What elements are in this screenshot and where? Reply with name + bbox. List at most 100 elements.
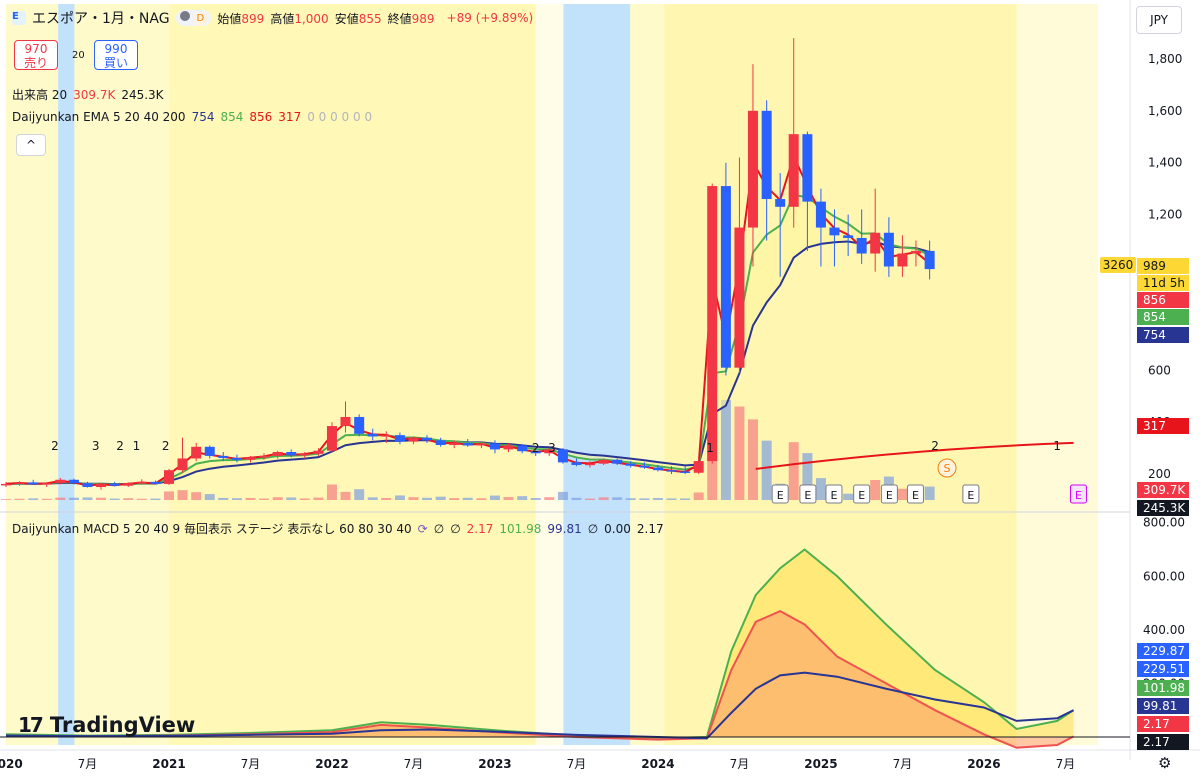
macd-signal-line [5, 671, 1074, 740]
tradingview-mark-icon: 17 [18, 713, 44, 737]
candle-body [897, 253, 908, 267]
macd-legend-v1: 2.17 [466, 521, 494, 536]
settings-gear-icon[interactable]: ⚙ [1158, 754, 1172, 772]
ema-legend-v1: 754 [191, 110, 215, 124]
x-tick-label: 2021 [152, 757, 185, 771]
stage-band [563, 4, 631, 745]
volume-bar [272, 497, 283, 500]
ohlc-label: 高値 [270, 11, 295, 26]
macd-legend[interactable]: Daijyunkan MACD 5 20 40 9 毎回表示 ステージ 表示なし… [12, 520, 664, 537]
x-tick-label: 2022 [315, 757, 348, 771]
candle-body [191, 446, 202, 459]
candle-body [408, 437, 419, 442]
symbol-status-pill[interactable]: D [175, 10, 212, 26]
price-axis-label: 989 [1143, 259, 1166, 273]
volume-bar [299, 498, 310, 500]
volume-bar [802, 453, 813, 500]
price-axis-label-bg [1137, 309, 1189, 325]
candle-body [204, 446, 215, 456]
y-tick-label: 1,200 [1148, 208, 1182, 222]
volume-bar [693, 492, 704, 500]
ohlc-label: 始値 [217, 11, 242, 26]
event-marker-label: 2 [931, 439, 939, 453]
volume-bar [639, 498, 650, 500]
candle-body [652, 467, 663, 471]
volume-bar [394, 495, 405, 500]
tradingview-wordmark: TradingView [49, 713, 196, 737]
macd-legend-name: Daijyunkan MACD 5 20 40 9 毎回表示 ステージ 表示なし… [12, 522, 412, 536]
macd-green-line-fill [6, 549, 1074, 739]
earnings-marker [1069, 484, 1087, 504]
volume-bar [843, 493, 854, 500]
candle-body [326, 426, 337, 451]
y-tick-label: 600 [1148, 363, 1171, 377]
candle-body [340, 416, 351, 427]
volume-bar [1, 499, 11, 500]
candle-body [55, 479, 66, 484]
currency-selector[interactable]: JPY [1136, 6, 1182, 34]
price-axis-label: 856 [1143, 293, 1166, 307]
candle-body [707, 186, 718, 462]
collapse-legend-button[interactable]: ^ [16, 134, 46, 156]
candle-body [421, 437, 432, 441]
candle-body [28, 482, 39, 485]
candle-body [354, 416, 365, 434]
ema-legend-name: Daijyunkan EMA 5 20 40 200 [12, 110, 186, 124]
price-axis-label-bg [1137, 482, 1189, 498]
candle-body [245, 457, 256, 460]
y-tick-label: 1,800 [1148, 52, 1182, 66]
candle-body [883, 232, 894, 267]
stage-band [1016, 4, 1098, 745]
price-axis-label-bg [1137, 500, 1189, 516]
ema-legend-v4: 317 [278, 110, 302, 124]
candle-body [761, 110, 772, 200]
refresh-icon[interactable]: ⟳ [417, 521, 428, 536]
ema-legend-faded: 0 0 0 0 0 0 [307, 110, 373, 124]
macd-y-tick-label: 400.00 [1143, 623, 1185, 637]
x-tick-label: 7月 [567, 757, 587, 771]
macd-legend-sym3: ∅ [587, 521, 599, 536]
ema200-line [755, 441, 1074, 470]
volume-bar [82, 497, 93, 500]
volume-bar [503, 497, 514, 500]
candle-body [367, 433, 378, 437]
symbol-title[interactable]: エスポア・1月・NAG [32, 11, 170, 27]
ema-legend[interactable]: Daijyunkan EMA 5 20 40 200 754 854 856 3… [12, 110, 372, 124]
candle-body [218, 455, 229, 458]
volume-bar [286, 497, 297, 500]
volume-bar [897, 488, 908, 500]
x-tick-label: 2026 [967, 757, 1000, 771]
tradingview-logo[interactable]: 17 TradingView [18, 713, 195, 737]
candle-body [163, 470, 174, 484]
price-axis-label: 245.3K [1143, 501, 1186, 515]
candle-body [788, 134, 799, 207]
volume-bar [218, 497, 229, 500]
candle-body [476, 443, 487, 446]
volume-bar [734, 406, 745, 500]
candle-body [462, 442, 473, 446]
candle-body [136, 481, 147, 484]
macd-red-line-fill [6, 611, 1074, 748]
sell-button[interactable]: 970 売り [14, 40, 58, 70]
volume-bar [28, 498, 39, 500]
candle-body [394, 435, 405, 442]
volume-bar [517, 496, 528, 500]
candle-body [489, 443, 500, 450]
sell-label: 売り [23, 56, 48, 70]
volume-bar [815, 478, 826, 500]
candle-body [14, 482, 25, 484]
volume-bar [204, 494, 215, 500]
macd-axis-label-bg [1137, 680, 1189, 696]
buy-button[interactable]: 990 買い [94, 40, 138, 70]
volume-legend[interactable]: 出来高 20 309.7K 245.3K [12, 86, 164, 103]
candle-body [177, 458, 188, 471]
tag-label-bg [1100, 257, 1136, 273]
volume-bar [136, 498, 147, 500]
candle-body [231, 457, 242, 460]
event-marker-label: 3 [548, 441, 556, 455]
volume-bar [340, 491, 351, 500]
split-marker-icon [937, 458, 957, 478]
y-tick-label: 1,400 [1148, 156, 1182, 170]
candle-body [775, 199, 786, 207]
